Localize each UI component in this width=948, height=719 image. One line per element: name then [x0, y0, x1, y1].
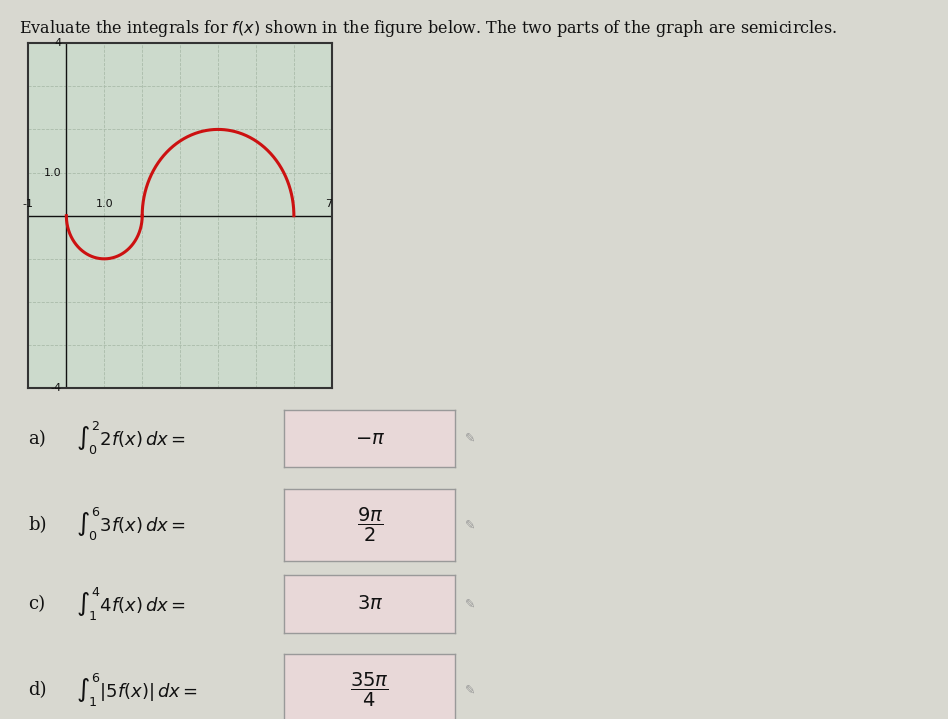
Text: Evaluate the integrals for $f(x)$ shown in the figure below. The two parts of th: Evaluate the integrals for $f(x)$ shown … [19, 18, 837, 39]
Text: a): a) [28, 429, 46, 448]
Text: 1.0: 1.0 [96, 199, 113, 209]
Text: ✎: ✎ [465, 432, 475, 445]
Text: $\int_0^6 3f(x)\,dx = $: $\int_0^6 3f(x)\,dx = $ [76, 506, 186, 544]
Text: 4: 4 [55, 38, 62, 48]
Text: b): b) [28, 516, 47, 534]
Text: ✎: ✎ [465, 597, 475, 610]
Text: ✎: ✎ [465, 684, 475, 697]
Text: $\int_1^4 4f(x)\,dx = $: $\int_1^4 4f(x)\,dx = $ [76, 585, 186, 623]
Text: c): c) [28, 595, 46, 613]
Text: d): d) [28, 681, 47, 700]
Text: $3\pi$: $3\pi$ [356, 595, 383, 613]
Text: $\dfrac{35\pi}{4}$: $\dfrac{35\pi}{4}$ [351, 672, 389, 709]
Text: $\dfrac{9\pi}{2}$: $\dfrac{9\pi}{2}$ [356, 506, 383, 544]
Text: ✎: ✎ [465, 518, 475, 531]
Text: $-\pi$: $-\pi$ [355, 429, 385, 448]
Text: $\int_1^6 |5f(x)|\,dx = $: $\int_1^6 |5f(x)|\,dx = $ [76, 672, 198, 709]
Text: -1: -1 [23, 199, 34, 209]
Text: $\int_0^2 2f(x)\,dx = $: $\int_0^2 2f(x)\,dx = $ [76, 420, 186, 457]
Text: 1.0: 1.0 [45, 168, 62, 178]
Text: -4: -4 [50, 383, 62, 393]
Text: 7: 7 [324, 199, 332, 209]
